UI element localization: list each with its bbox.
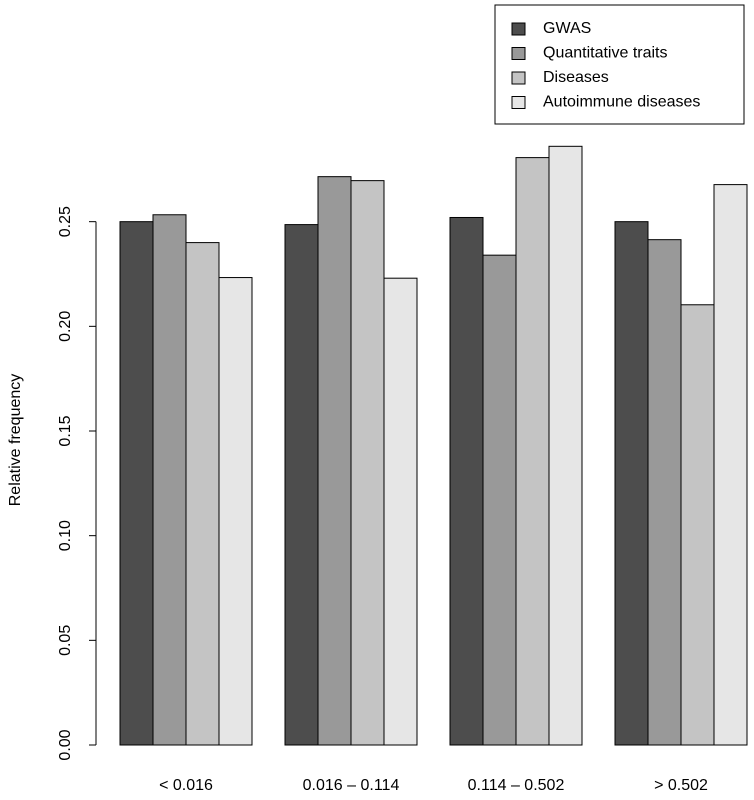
legend-swatch (511, 47, 526, 60)
x-tick-label: < 0.016 (159, 777, 213, 794)
bar (482, 254, 517, 746)
bar (350, 180, 385, 746)
legend-label: GWAS (543, 20, 591, 37)
y-tick-label: 0.25 (57, 206, 74, 237)
bar (548, 145, 583, 746)
y-tick-label: 0.00 (57, 729, 74, 760)
legend-box (494, 4, 745, 125)
y-tick-label: 0.05 (57, 625, 74, 656)
y-tick-label: 0.15 (57, 415, 74, 446)
y-axis-label: Relative frequency (7, 374, 24, 507)
legend-swatch (511, 22, 526, 36)
bar (449, 216, 484, 746)
x-tick-label: 0.114 – 0.502 (468, 777, 565, 794)
bar (614, 221, 649, 746)
y-tick-label: 0.20 (57, 311, 74, 342)
bar (152, 214, 187, 746)
legend-label: Diseases (543, 69, 609, 86)
legend-label: Quantitative traits (543, 45, 668, 62)
x-tick-label: 0.016 – 0.114 (303, 777, 400, 794)
x-tick-label: > 0.502 (654, 777, 708, 794)
bar (284, 224, 319, 746)
bar (680, 304, 715, 746)
bar (185, 242, 220, 746)
legend-label: Autoimmune diseases (543, 94, 700, 111)
legend-swatch (511, 96, 526, 109)
legend-swatch (511, 71, 526, 85)
bar (317, 176, 352, 746)
bar (515, 157, 550, 746)
y-tick-label: 0.10 (57, 520, 74, 551)
bar (218, 277, 253, 746)
bar (119, 221, 154, 746)
bar (383, 277, 418, 746)
bar (647, 239, 682, 746)
bar (713, 184, 748, 746)
